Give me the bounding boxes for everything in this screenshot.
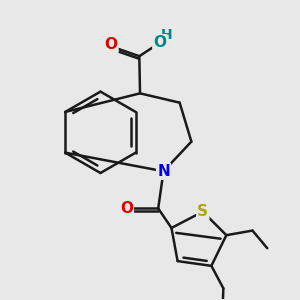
Text: O: O bbox=[120, 201, 133, 216]
Text: S: S bbox=[197, 204, 208, 219]
Text: O: O bbox=[104, 37, 118, 52]
Text: N: N bbox=[157, 164, 170, 179]
Text: O: O bbox=[153, 35, 166, 50]
Text: H: H bbox=[161, 28, 173, 42]
